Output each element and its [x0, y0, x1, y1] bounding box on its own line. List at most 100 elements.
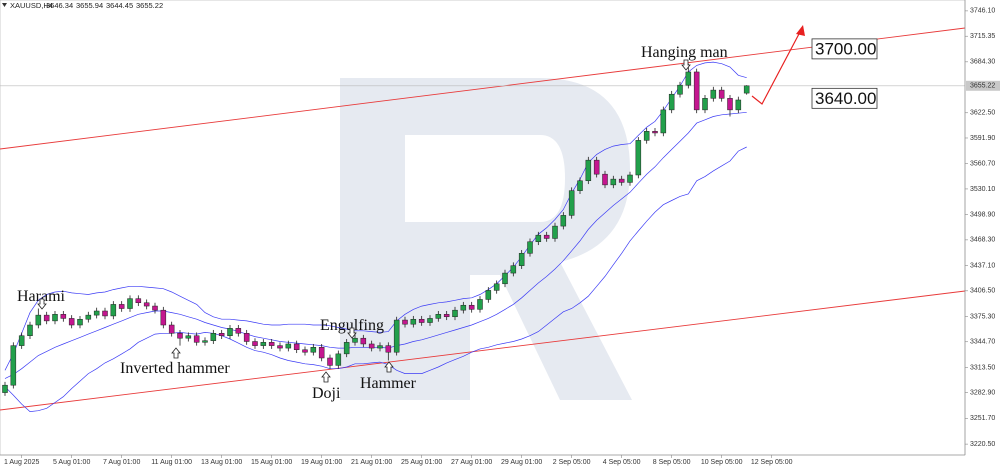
- pattern-arrow: [37, 298, 47, 310]
- candle-body: [635, 140, 642, 176]
- candle-body: [277, 345, 283, 349]
- x-tick-label: 7 Aug 01:00: [103, 459, 140, 466]
- candle-body: [10, 345, 17, 386]
- candle-body: [327, 357, 333, 366]
- candle-body: [685, 71, 692, 86]
- x-tick-label: 11 Aug 01:00: [151, 459, 192, 466]
- x-tick-label: 25 Aug 01:00: [401, 459, 442, 466]
- candle-body: [43, 314, 50, 322]
- candle-body: [552, 225, 558, 239]
- candle-body: [677, 84, 683, 95]
- y-tick-label: 3251.70: [970, 415, 995, 422]
- y-tick-label: 3746.10: [970, 8, 995, 15]
- candle-body: [135, 298, 142, 304]
- x-tick-label: 1 Aug 2025: [4, 459, 40, 466]
- x-tick-label: 29 Aug 01:00: [501, 459, 542, 466]
- forecast-arrow: [751, 31, 801, 105]
- candle-body: [343, 342, 350, 355]
- candle-body: [427, 318, 433, 323]
- x-tick-label: 4 Sep 05:00: [603, 459, 641, 466]
- candle-body: [743, 85, 750, 94]
- symbol: XAUUSD,H4: [10, 1, 53, 10]
- candle-body: [585, 159, 592, 182]
- candle-body: [110, 304, 117, 317]
- y-tick-label: 3437.10: [970, 262, 995, 269]
- candle-body: [468, 304, 475, 310]
- plot: [0, 61, 965, 412]
- target-label: 3640.00: [815, 89, 876, 108]
- candle-body: [18, 335, 25, 346]
- current-price-label: 3655.22: [970, 83, 995, 90]
- y-tick-label: 3591.90: [970, 135, 995, 142]
- candle-body: [393, 319, 400, 353]
- candle-body: [402, 319, 408, 325]
- candle-body: [318, 347, 325, 359]
- candle-body: [118, 304, 125, 309]
- candle-body: [85, 314, 92, 320]
- candle-body: [60, 314, 67, 319]
- candle-body: [702, 98, 708, 111]
- candle-body: [518, 253, 525, 266]
- candle-body: [260, 342, 267, 346]
- candle-body: [577, 180, 583, 191]
- candle-body: [452, 309, 458, 318]
- pattern-label: Hanging man: [641, 44, 728, 61]
- header-value: 3655.94: [76, 1, 103, 10]
- candle-body: [735, 99, 742, 111]
- pattern-arrow: [681, 59, 691, 71]
- x-tick-label: 10 Sep 05:00: [701, 459, 743, 466]
- candle-body: [177, 333, 183, 339]
- channel-upper: [0, 27, 966, 150]
- candle-body: [127, 298, 133, 309]
- candle-body: [385, 345, 392, 353]
- candle-body: [410, 318, 417, 325]
- candle-body: [68, 318, 75, 326]
- pattern-arrow: [347, 327, 357, 339]
- candle-body: [293, 343, 300, 350]
- y-tick-label: 3715.35: [970, 33, 995, 40]
- candle-body: [52, 314, 58, 322]
- x-tick-label: 27 Aug 01:00: [451, 459, 492, 466]
- candle-body: [602, 173, 608, 186]
- candle-body: [285, 343, 292, 349]
- pattern-label: Harami: [17, 288, 66, 305]
- candle-body: [535, 234, 542, 243]
- pattern-arrow: [321, 371, 331, 383]
- pattern-label: Doji: [312, 385, 341, 402]
- pattern-label: Hammer: [360, 375, 417, 392]
- x-tick-label: 15 Aug 01:00: [251, 459, 292, 466]
- candle-body: [693, 71, 700, 111]
- candle-body: [418, 318, 425, 323]
- candle-body: [443, 314, 450, 318]
- candle-body: [493, 283, 500, 291]
- candle-body: [668, 93, 675, 111]
- candle-body: [202, 340, 208, 343]
- bollinger-band: [4, 111, 747, 379]
- candle-body: [360, 337, 367, 345]
- candle-body: [502, 272, 508, 285]
- candle-body: [477, 299, 483, 310]
- pattern-arrow: [384, 361, 394, 373]
- candle-body: [93, 310, 100, 316]
- candle-body: [2, 384, 8, 393]
- candle-body: [560, 215, 567, 227]
- y-tick-label: 3498.90: [970, 211, 995, 218]
- y-tick-label: 3344.70: [970, 339, 995, 346]
- candle-body: [168, 324, 175, 334]
- candle-body: [218, 333, 225, 336]
- candle-body: [593, 159, 600, 175]
- candle-body: [627, 174, 633, 183]
- candle-body: [618, 178, 625, 183]
- candle-body: [77, 318, 83, 326]
- target-box: [811, 38, 878, 60]
- header-value: 3644.45: [106, 1, 133, 10]
- x-tick-label: 2 Sep 05:00: [553, 459, 591, 466]
- x-tick-label: 21 Aug 01:00: [351, 459, 392, 466]
- candle-body: [310, 347, 317, 353]
- candle-body: [435, 314, 442, 319]
- x-tick-label: 8 Sep 05:00: [653, 459, 691, 466]
- y-tick-label: 3220.50: [970, 441, 995, 448]
- candle-body: [643, 131, 650, 141]
- candle-body: [660, 109, 667, 134]
